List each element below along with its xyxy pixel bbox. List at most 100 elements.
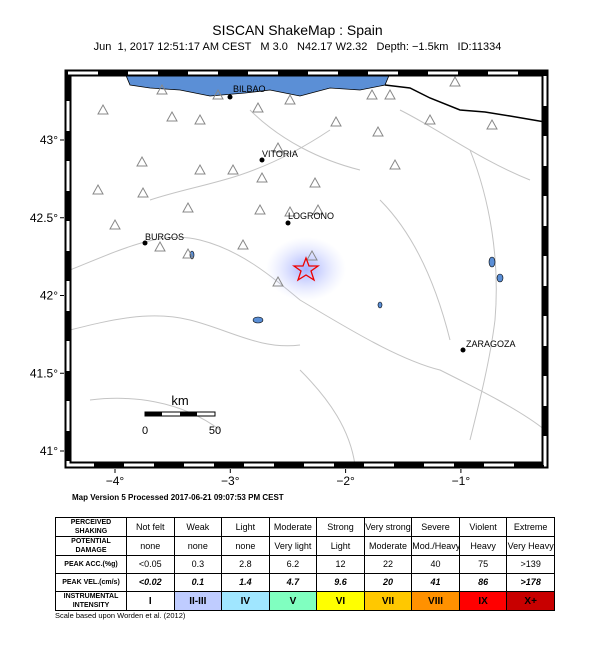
table-cell: 2.8 [221,555,270,574]
lon-label: −4° [106,474,125,488]
table-row: PEAK VEL.(cm/s) <0.02 0.1 1.4 4.7 9.6 20 41 86 >1… [55,573,555,592]
table-cell: 0.1 [173,573,223,592]
table-cell: 6.2 [268,555,318,574]
row-label: PEAK ACC.(%g) [55,555,127,574]
table-cell: >139 [506,555,555,574]
station [272,275,284,287]
table-cell: Moderate [268,517,318,537]
station [384,88,396,100]
station [237,238,249,250]
city: BURGOS [145,232,184,242]
station [166,110,178,122]
table-cell: Violent [458,517,508,537]
table-cell: <0.02 [126,573,175,592]
table-cell: IX [458,591,508,611]
table-cell: VIII [411,591,460,611]
map-frame-ticks [66,71,547,467]
table-row: INSTRUMENTAL INTENSITY I II-III IV V VI VII VII… [55,591,555,611]
station [227,163,239,175]
lat-label: 43° [40,133,58,147]
table-cell: IV [221,591,270,611]
station [137,186,149,198]
station [449,75,461,87]
table-cell: none [126,536,175,556]
city: VITORIA [262,149,298,159]
station [154,240,166,252]
table-cell: Light [316,536,365,556]
table-cell: 9.6 [316,573,365,592]
scale-unit: km [171,393,188,408]
table-cell: 20 [363,573,413,592]
lon-label: −2° [336,474,355,488]
table-cell: 0.3 [173,555,223,574]
station [109,218,121,230]
table-cell: 75 [458,555,508,574]
lon-label: −3° [221,474,240,488]
table-cell: II-III [173,591,223,611]
scale-label: 0 [142,425,148,437]
table-cell: Heavy [458,536,508,556]
lat-label: 42.5° [30,211,58,225]
station [309,176,321,188]
station [254,203,266,215]
scale-label: 50 [209,425,221,437]
title: SISCAN ShakeMap : Spain [212,22,383,38]
station [486,118,498,130]
station [136,155,148,167]
station [306,249,318,261]
table-cell: Weak [173,517,223,537]
table-cell: 86 [458,573,508,592]
table-cell: none [221,536,270,556]
lakes [189,250,504,324]
table-row: PEAK ACC.(%g) <0.05 0.3 2.8 6.2 12 22 40 75 >139 [55,555,555,574]
table-cell: Moderate [363,536,413,556]
station [284,93,296,105]
row-label: PEAK VEL.(cm/s) [55,573,127,592]
station [389,158,401,170]
row-label: INSTRUMENTAL INTENSITY [55,591,127,611]
version-note: Map Version 5 Processed 2017-06-21 09:07… [72,493,284,502]
table-cell: 1.4 [221,573,270,592]
table-cell: 22 [363,555,413,574]
city: ZARAGOZA [466,339,516,349]
footnote: Scale based upon Worden et al. (2012) [55,611,186,620]
station [182,247,194,259]
subtitle: Jun 1, 2017 12:51:17 AM CEST M 3.0 N42.1… [93,41,502,53]
row-label: PERCEIVED SHAKING [55,517,127,537]
station [194,113,206,125]
table-cell: VI [316,591,365,611]
table-cell: none [173,536,223,556]
table-row: POTENTIAL DAMAGE none none none Very light Li… [55,536,555,556]
station [212,88,224,100]
station [372,125,384,137]
row-label: POTENTIAL DAMAGE [55,536,127,556]
station [156,83,168,95]
table-cell: Very Heavy [506,536,555,556]
table-cell: X+ [506,591,555,611]
table-cell: Mod./Heavy [411,536,460,556]
table-cell: Very strong [363,517,413,537]
table-cell: VII [363,591,413,611]
table-cell: >178 [506,573,555,592]
station [284,205,296,217]
table-cell: 40 [411,555,460,574]
table-cell: Light [221,517,270,537]
lon-label: −1° [452,474,471,488]
shaking-area [266,237,346,301]
station [272,141,284,153]
station [252,101,264,113]
city: BILBAO [233,84,266,94]
city: LOGRONO [288,211,334,221]
lat-label: 42° [40,289,58,303]
table-cell: 4.7 [268,573,318,592]
table-cell: Extreme [506,517,555,537]
station [312,203,324,215]
cities: BILBAO VITORIA LOGRONO BURGOS ZARAGOZA [142,84,516,353]
epicenter [291,256,321,282]
table-cell: Severe [411,517,460,537]
station [92,183,104,195]
station [256,171,268,183]
lat-label: 41.5° [30,366,58,380]
table-cell: I [126,591,175,611]
